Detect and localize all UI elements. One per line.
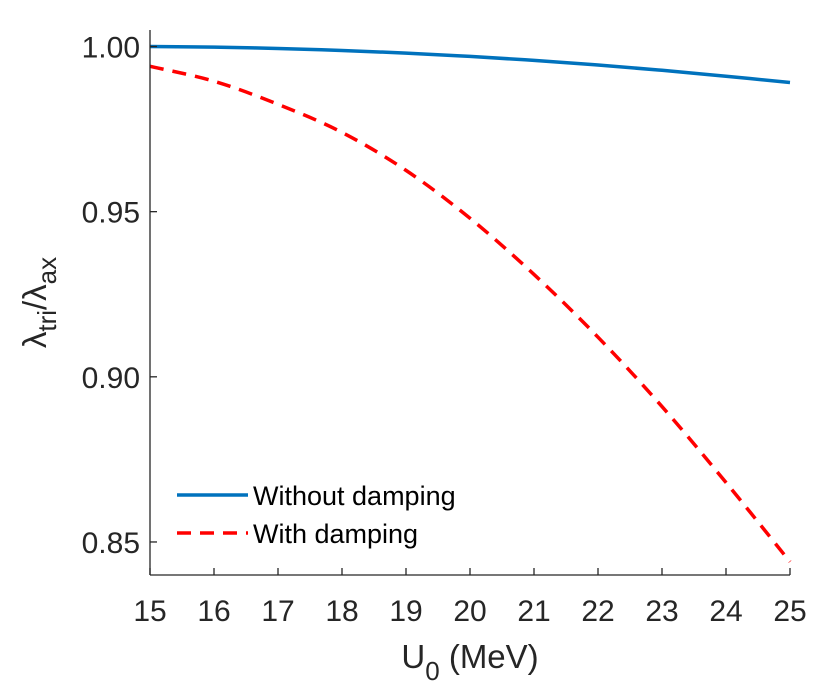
- y-axis-title: λtri/λax: [16, 257, 62, 348]
- x-tick-label: 17: [261, 595, 294, 628]
- series-layer: [149, 44, 792, 563]
- x-tick-label: 18: [325, 595, 358, 628]
- x-tick-label: 25: [773, 595, 806, 628]
- y-axis-title-slash: /: [16, 300, 53, 310]
- x-axis-title: U0 (MeV): [401, 638, 538, 686]
- y-axis-title-den-sub: ax: [32, 257, 62, 284]
- x-tick-label: 16: [197, 595, 230, 628]
- y-tick-label: 0.85: [82, 527, 140, 560]
- plot-background: [150, 30, 790, 575]
- labels-layer: 15 16 17 18 19 20 21 22 23 24 25 0.85 0.90 0.95 1.00 U0…: [16, 32, 807, 686]
- x-tick-label: 22: [581, 595, 614, 628]
- axes-layer: [149, 30, 791, 576]
- y-tick-label: 1.00: [82, 32, 140, 65]
- x-axis-title-sub: 0: [425, 656, 439, 686]
- x-tick-label: 21: [517, 595, 550, 628]
- legend: Without damping With damping: [177, 481, 456, 549]
- y-axis-title-den-symbol: λ: [16, 284, 53, 301]
- y-tick-label: 0.95: [82, 197, 140, 230]
- x-axis-title-rest: (MeV): [440, 638, 539, 675]
- x-tick-label: 19: [389, 595, 422, 628]
- series-line-2: [149, 64, 792, 563]
- x-tick-label: 20: [453, 595, 486, 628]
- series-line-1: [149, 44, 791, 85]
- plot-area: [150, 30, 790, 575]
- y-axis-title-num-symbol: λ: [16, 331, 53, 348]
- legend-label-1: Without damping: [253, 481, 456, 511]
- y-axis-title-num-sub: tri: [32, 310, 62, 332]
- x-tick-label: 15: [133, 595, 166, 628]
- x-axis-title-main: U: [401, 638, 425, 675]
- y-tick-label: 0.90: [82, 362, 140, 395]
- legend-label-2: With damping: [253, 519, 418, 549]
- x-tick-label: 24: [709, 595, 742, 628]
- x-tick-label: 23: [645, 595, 678, 628]
